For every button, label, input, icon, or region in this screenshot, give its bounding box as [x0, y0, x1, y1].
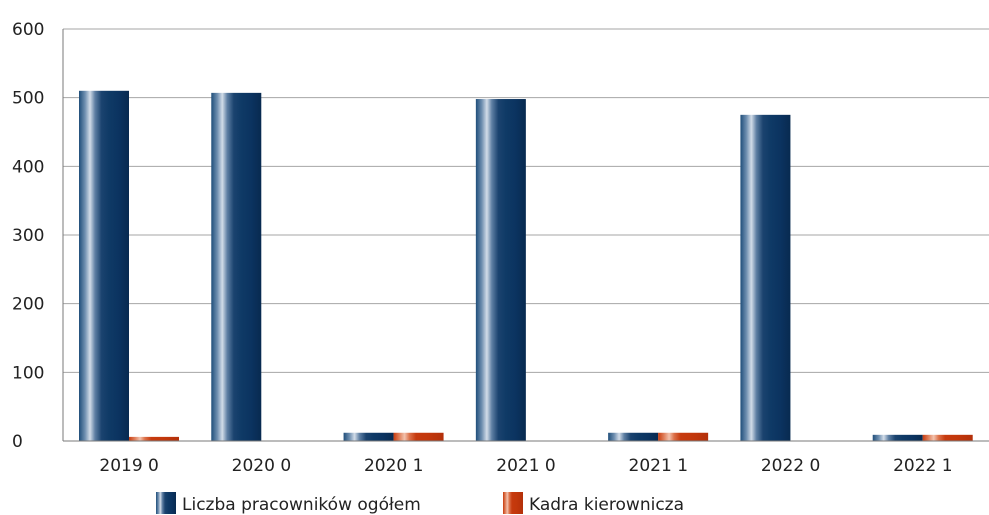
y-tick-label: 500 — [12, 89, 44, 109]
gridlines — [63, 28, 989, 373]
x-tick-label: 2022 1 — [893, 456, 952, 476]
bar-kadra-kierownicza — [922, 434, 973, 441]
bar-kadra-kierownicza — [129, 436, 179, 441]
x-tick-label: 2020 1 — [364, 456, 423, 476]
bar-liczba-pracownikow — [608, 432, 659, 441]
y-tick-label: 100 — [12, 363, 44, 383]
legend: Liczba pracowników ogółem Kadra kierownic… — [156, 492, 684, 515]
bar-liczba-pracownikow — [211, 92, 262, 442]
x-tick-label: 2019 0 — [99, 456, 158, 476]
x-tick-label: 2020 0 — [232, 456, 291, 476]
y-tick-label: 300 — [12, 226, 44, 246]
x-tick-label: 2022 0 — [761, 456, 820, 476]
legend-swatch — [503, 492, 523, 514]
bar-liczba-pracownikow — [475, 99, 526, 441]
y-axis-ticks: 0 100 200 300 400 500 600 — [12, 20, 44, 452]
bar-liczba-pracownikow — [343, 432, 394, 441]
bar-liczba-pracownikow — [872, 434, 923, 441]
x-tick-label: 2021 0 — [496, 456, 555, 476]
legend-swatch — [156, 492, 176, 514]
bar-kadra-kierownicza — [393, 432, 444, 441]
x-axis-ticks: 2019 0 2020 0 2020 1 2021 0 2021 1 2022 0 2022… — [99, 456, 952, 476]
bar-liczba-pracownikow — [79, 90, 129, 442]
y-tick-label: 200 — [12, 295, 44, 315]
x-tick-label: 2021 1 — [629, 456, 688, 476]
bars — [79, 90, 973, 442]
y-tick-label: 400 — [12, 157, 44, 177]
legend-label: Kadra kierownicza — [529, 495, 684, 515]
bar-liczba-pracownikow — [740, 114, 791, 441]
bar-kadra-kierownicza — [658, 432, 709, 441]
y-tick-label: 0 — [12, 432, 23, 452]
y-tick-label: 600 — [12, 20, 44, 40]
legend-label: Liczba pracowników ogółem — [182, 495, 421, 515]
